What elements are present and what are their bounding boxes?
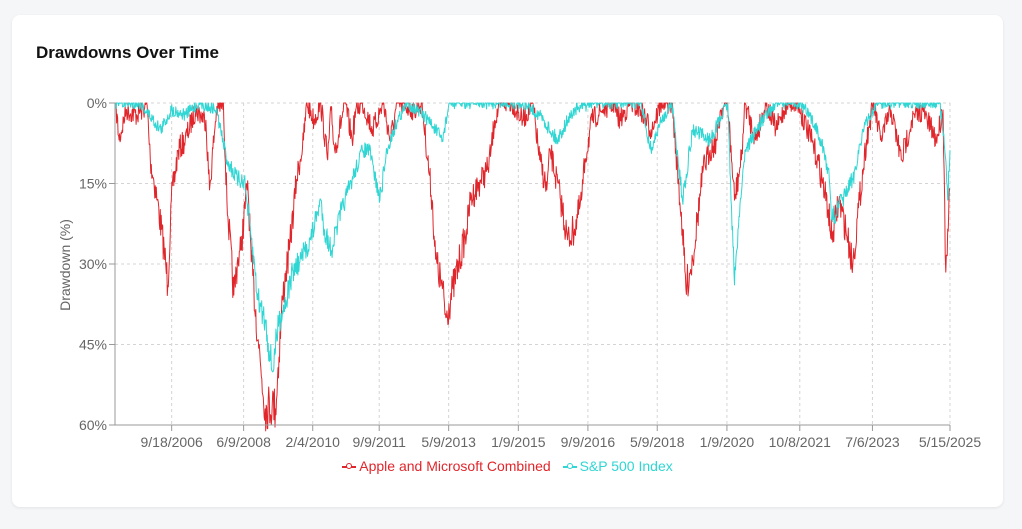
x-tick-label: 1/9/2015 (491, 434, 546, 450)
y-tick-label: 45% (79, 337, 107, 353)
x-tick-label: 5/9/2018 (630, 434, 685, 450)
series-line-sp500 (115, 102, 951, 373)
x-tick-label: 1/9/2020 (700, 434, 755, 450)
y-tick-label: 0% (87, 95, 107, 111)
grid (115, 102, 951, 425)
x-tick-label: 9/9/2016 (561, 434, 616, 450)
x-tick-label: 2/4/2010 (285, 434, 340, 450)
x-tick-label: 9/9/2011 (352, 434, 406, 450)
x-tick-label: 9/18/2006 (141, 434, 203, 450)
series-lines (115, 102, 951, 432)
x-tick-label: 5/9/2013 (421, 434, 476, 450)
y-tick-label: 60% (79, 417, 107, 433)
x-tick-label: 5/15/2025 (919, 434, 981, 450)
legend-label: Apple and Microsoft Combined (359, 458, 551, 474)
x-tick-label: 10/8/2021 (769, 434, 831, 450)
line-marker-icon (562, 462, 577, 470)
legend: Apple and Microsoft Combined S&P 500 Ind… (12, 457, 1003, 474)
x-tick-label: 6/9/2008 (216, 434, 271, 450)
legend-item-sp500[interactable]: S&P 500 Index (562, 458, 673, 474)
axes: 0% 15% 30% 45% 60% 9/18/2006 6/9/2008 2/4/2010 9… (79, 95, 981, 450)
y-axis-label: Drawdown (%) (57, 219, 73, 311)
legend-item-apple-microsoft[interactable]: Apple and Microsoft Combined (342, 458, 551, 474)
series-line-apple-microsoft (115, 102, 951, 432)
chart-title: Drawdowns Over Time (36, 43, 219, 62)
legend-label: S&P 500 Index (579, 458, 673, 474)
chart-card: Drawdowns Over Time 0% 15% 30% 45% 60% 9/18/2… (12, 15, 1003, 507)
drawdown-chart: 0% 15% 30% 45% 60% 9/18/2006 6/9/2008 2/4/2010 9… (57, 95, 981, 450)
y-tick-label: 15% (79, 176, 107, 192)
y-tick-label: 30% (79, 256, 107, 272)
line-marker-icon (342, 462, 357, 470)
x-tick-label: 7/6/2023 (845, 434, 900, 450)
